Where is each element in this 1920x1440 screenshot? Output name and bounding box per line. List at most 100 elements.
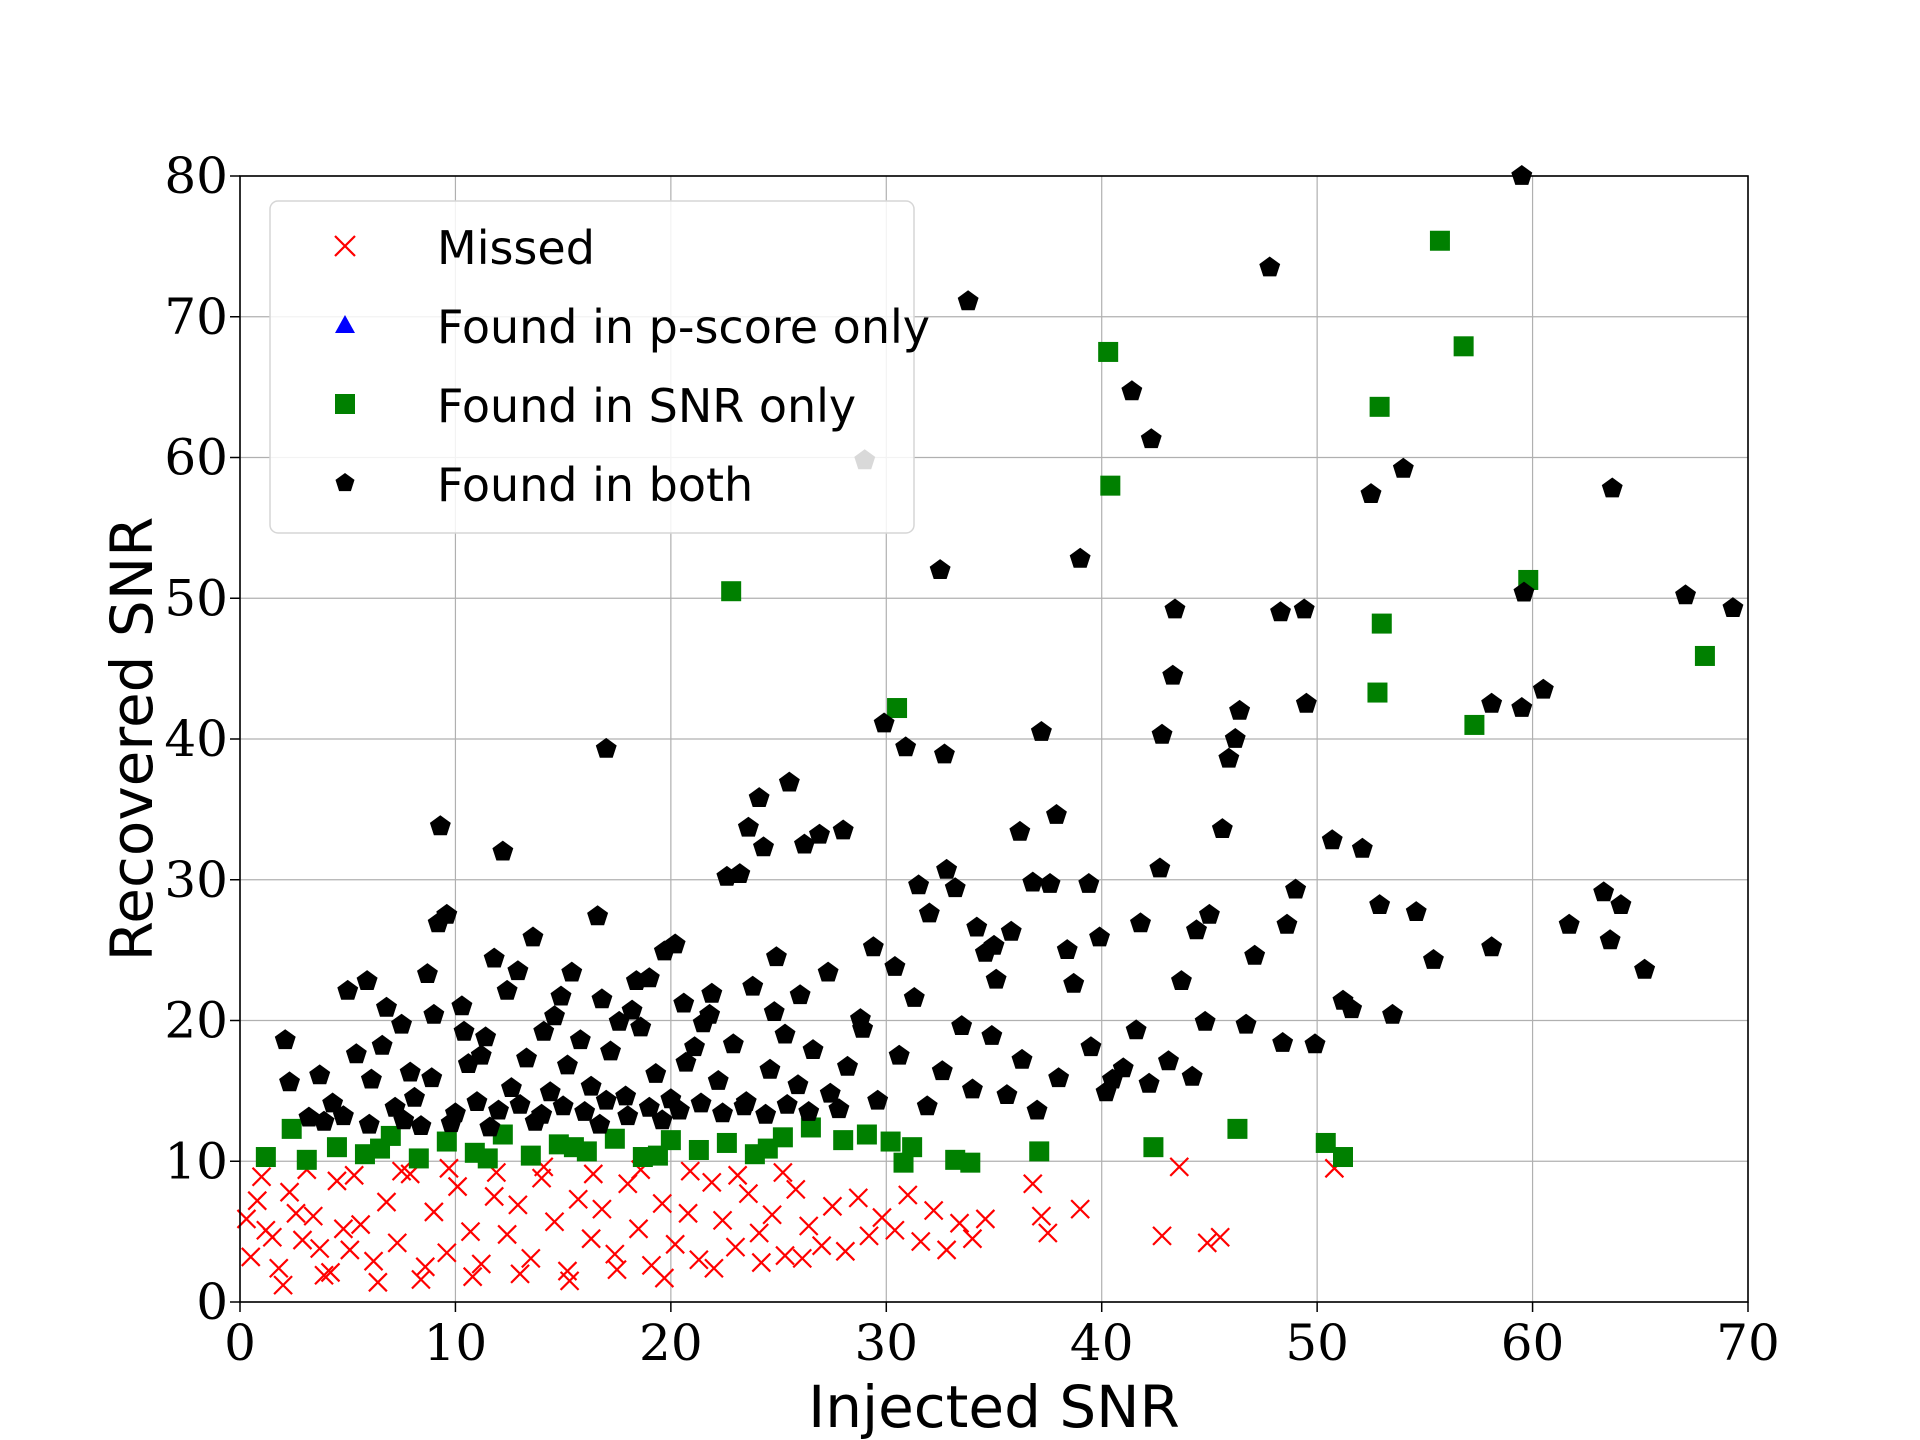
legend-label: Found in p-score only — [437, 300, 930, 354]
found-both-point — [794, 833, 815, 854]
found-both-point — [501, 1077, 522, 1097]
missed-point — [247, 1190, 268, 1211]
found-both-point — [591, 988, 613, 1009]
missed-point — [822, 1196, 843, 1217]
found-both-point — [356, 970, 378, 990]
found-both-point — [298, 1106, 320, 1127]
found-both-point — [509, 1094, 531, 1114]
found-both-point — [427, 912, 449, 933]
found-both-point — [595, 737, 617, 758]
y-axis-label: Recovered SNR — [98, 517, 166, 962]
missed-point — [1169, 1157, 1190, 1177]
found-both-point — [322, 1092, 344, 1113]
found-both-point — [690, 1092, 712, 1113]
found-both-point — [1244, 944, 1266, 965]
found-both-point — [1272, 1032, 1294, 1052]
found-both-point — [393, 1109, 415, 1130]
found-both-point — [313, 1110, 335, 1131]
found-both-point — [669, 1099, 690, 1120]
found-both-point — [1030, 721, 1052, 741]
found-both-point — [1199, 903, 1220, 924]
found-both-point — [391, 1013, 412, 1034]
snr-only-point — [833, 1130, 854, 1151]
missed-point — [798, 1216, 819, 1236]
found-both-point — [1162, 664, 1184, 685]
missed-point — [376, 1192, 397, 1212]
snr-only-point — [1367, 682, 1388, 703]
missed-point — [762, 1204, 782, 1225]
found-both-point — [569, 1029, 591, 1050]
legend: Missed Found in p-score only Found in SNR … — [269, 200, 930, 534]
snr-only-point — [856, 1124, 877, 1145]
found-both-point — [996, 1084, 1018, 1104]
found-both-point — [981, 1025, 1003, 1045]
missed-point — [251, 1166, 272, 1187]
missed-point — [292, 1230, 313, 1250]
found-both-point — [410, 1115, 432, 1135]
found-both-point — [358, 1113, 380, 1134]
found-both-point — [1405, 901, 1427, 921]
missed-point — [559, 1271, 580, 1291]
found-both-point — [1382, 1003, 1403, 1024]
found-both-point — [466, 1091, 488, 1111]
found-both-point — [440, 1112, 462, 1133]
found-both-point — [587, 905, 609, 926]
found-both-point — [832, 819, 854, 840]
legend-marker-missed-point — [334, 235, 356, 257]
x-tick-label: 70 — [1716, 1314, 1780, 1372]
snr-only-point — [1332, 1147, 1353, 1168]
found-both-point — [1276, 913, 1298, 934]
found-both-point — [522, 926, 544, 947]
found-both-point — [1235, 1013, 1257, 1034]
missed-point — [439, 1158, 459, 1179]
found-both-point — [828, 1098, 850, 1119]
found-both-point — [684, 1036, 705, 1057]
snr-only-point — [721, 581, 742, 602]
snr-only-point — [408, 1148, 429, 1169]
snr-only-point — [1371, 613, 1392, 634]
legend-label: Found in both — [437, 458, 753, 512]
found-both-point — [957, 290, 979, 311]
found-both-point — [1360, 483, 1382, 503]
found-both-point — [776, 1094, 798, 1114]
missed-point — [1152, 1226, 1172, 1246]
found-both-point — [766, 946, 787, 967]
found-both-point — [675, 1051, 697, 1072]
found-both-point — [908, 874, 930, 895]
found-both-point — [1675, 584, 1696, 605]
found-both-point — [934, 743, 955, 764]
snr-only-point — [902, 1137, 923, 1158]
missed-point — [497, 1224, 517, 1245]
found-both-point — [1046, 804, 1067, 824]
found-both-point — [850, 1008, 871, 1028]
found-both-point — [733, 1095, 755, 1116]
missed-point — [309, 1238, 330, 1259]
snr-only-point — [296, 1149, 317, 1170]
snr-only-point — [880, 1131, 901, 1152]
found-both-point — [787, 1074, 809, 1095]
found-both-point — [600, 1040, 621, 1061]
y-tick-label: 50 — [164, 569, 228, 627]
missed-point — [792, 1248, 813, 1269]
missed-point — [447, 1176, 468, 1197]
snr-only-point — [1100, 475, 1121, 496]
missed-point — [320, 1262, 341, 1283]
found-both-point — [867, 1089, 889, 1110]
missed-point — [654, 1268, 675, 1288]
missed-point — [314, 1265, 334, 1286]
found-both-point — [918, 902, 940, 923]
snr-only-point — [1029, 1141, 1050, 1162]
found-both-point — [608, 1010, 630, 1031]
found-both-point — [1009, 820, 1031, 841]
found-both-point — [1151, 723, 1173, 744]
missed-point — [544, 1211, 565, 1232]
missed-point — [923, 1200, 944, 1221]
found-both-point — [819, 1082, 841, 1103]
found-both-point — [337, 979, 359, 1000]
found-both-point — [1321, 829, 1343, 850]
found-both-point — [1369, 894, 1391, 914]
missed-point — [1023, 1173, 1043, 1194]
found-both-point — [574, 1101, 596, 1121]
found-both-point — [475, 1026, 497, 1047]
